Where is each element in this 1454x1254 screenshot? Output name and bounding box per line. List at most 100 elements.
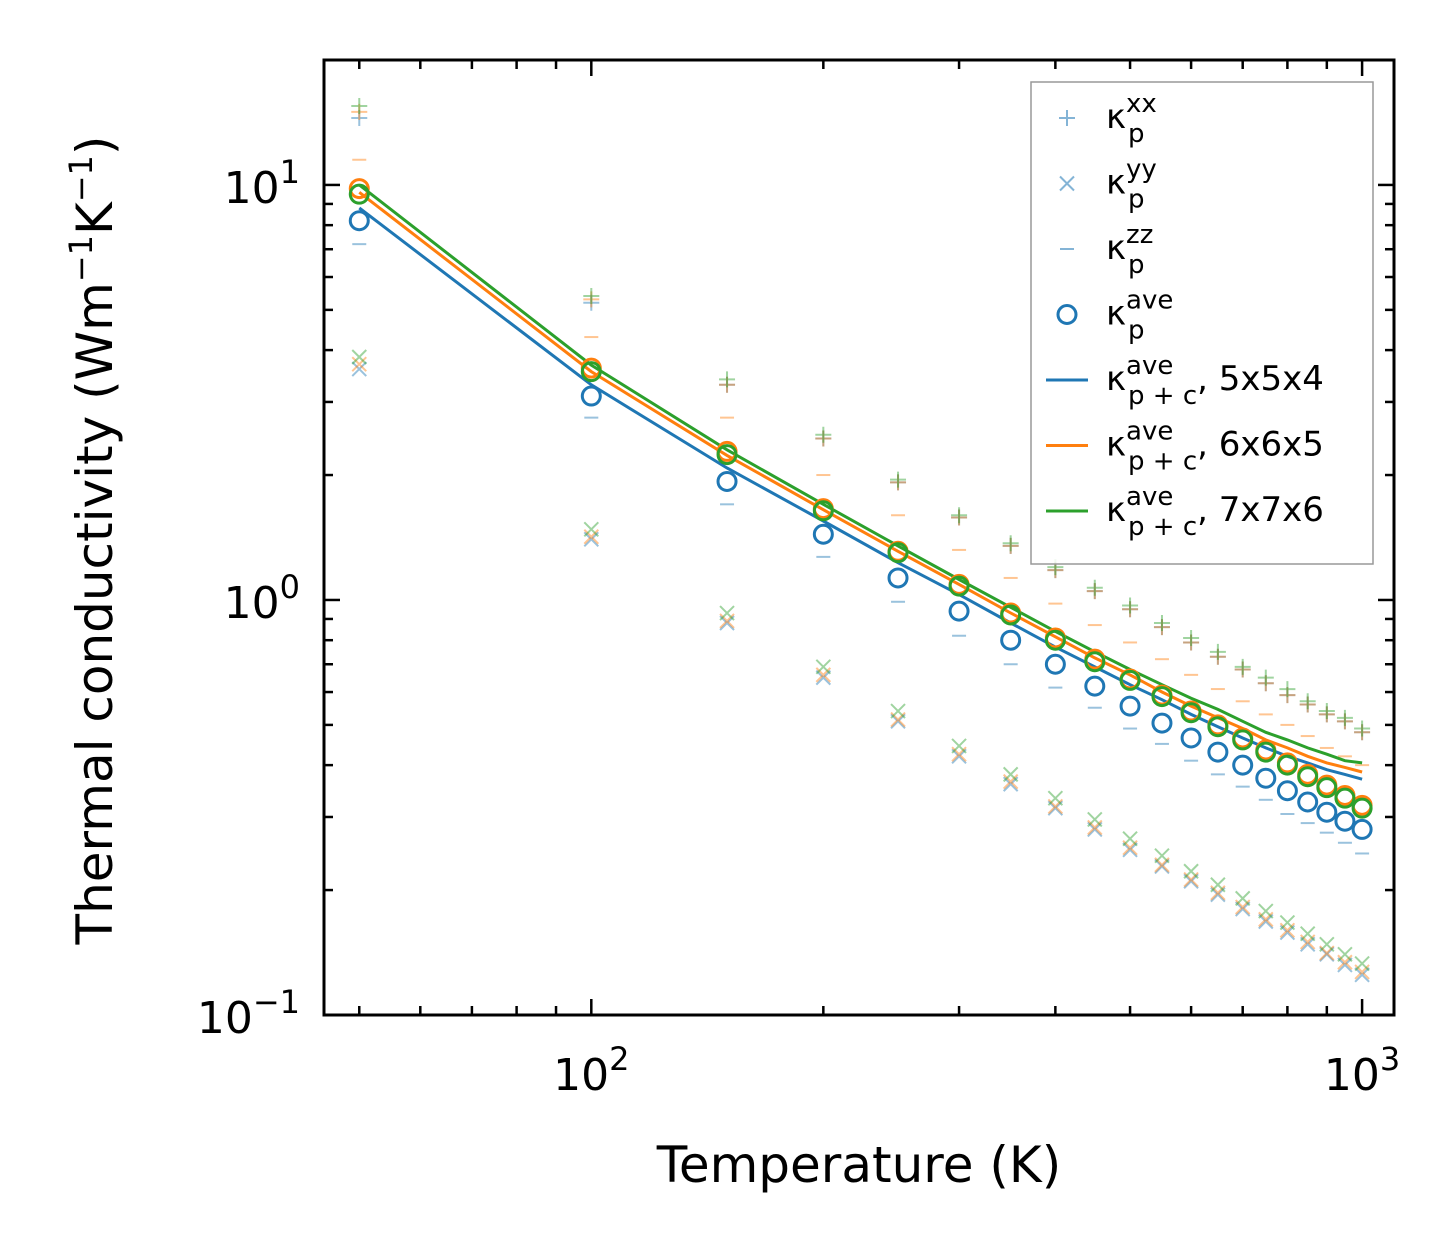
point-kyy_554-5 xyxy=(951,748,967,765)
point-kyy_776-14 xyxy=(1258,903,1274,919)
series-kyy_665 xyxy=(351,356,1370,980)
point-kyy_554-8 xyxy=(1087,821,1103,838)
y-axis-label: Thermal conductivity (Wm−1K−1) xyxy=(62,136,124,946)
point-kyy_776-13 xyxy=(1234,890,1251,907)
series-kpc_554 xyxy=(358,206,1363,781)
point-kyy_554-13 xyxy=(1234,901,1251,917)
point-kave_776-3 xyxy=(812,500,834,522)
point-kxx_554-9 xyxy=(1122,601,1139,618)
legend-marker-kave xyxy=(1056,304,1078,325)
point-kyy_776-8 xyxy=(1087,811,1103,828)
point-kyy_665-9 xyxy=(1122,839,1138,856)
point-kave_554-0 xyxy=(348,210,370,232)
point-kyy_776-1 xyxy=(583,521,600,538)
point-kyy_554-7 xyxy=(1047,800,1064,816)
axis-ticks xyxy=(324,58,1394,1017)
point-kxx_776-1 xyxy=(583,288,600,305)
point-kyy_665-4 xyxy=(890,711,906,728)
point-kyy_554-10 xyxy=(1154,858,1170,875)
point-kxx_554-7 xyxy=(1047,562,1064,579)
point-kave_665-0 xyxy=(348,178,370,200)
point-kyy_665-18 xyxy=(1337,954,1353,970)
point-kxx_554-2 xyxy=(719,376,736,393)
point-kave_554-18 xyxy=(1334,810,1356,832)
point-kxx_665-8 xyxy=(1086,583,1103,600)
legend-entry-kave: κave p xyxy=(1056,286,1173,346)
point-kyy_554-11 xyxy=(1183,873,1199,889)
point-kxx_776-16 xyxy=(1299,693,1316,710)
point-kave_776-1 xyxy=(580,361,602,383)
x-axis-label: Temperature (K) xyxy=(656,1136,1061,1194)
point-kave_554-10 xyxy=(1151,712,1173,734)
legend-entry-kzz: κzz p xyxy=(1060,220,1153,280)
series-kpc_776 xyxy=(358,183,1363,765)
point-kyy_665-17 xyxy=(1319,945,1335,961)
point-kxx_776-17 xyxy=(1318,703,1335,720)
point-kave_776-4 xyxy=(887,542,909,564)
point-kyy_776-18 xyxy=(1337,946,1353,963)
point-kave_776-19 xyxy=(1351,797,1373,819)
point-kave_776-12 xyxy=(1207,716,1229,738)
series-kpc_665 xyxy=(358,191,1363,774)
point-kave_776-13 xyxy=(1232,729,1254,751)
point-kxx_554-13 xyxy=(1234,661,1251,678)
point-kyy_554-18 xyxy=(1337,957,1353,973)
point-kyy_554-4 xyxy=(890,713,906,730)
point-kave_776-16 xyxy=(1297,766,1319,788)
point-kave_776-17 xyxy=(1316,777,1338,799)
point-kxx_776-13 xyxy=(1234,658,1251,675)
point-kxx_554-5 xyxy=(951,509,968,526)
point-kyy_776-3 xyxy=(815,659,832,675)
point-kxx_665-7 xyxy=(1047,562,1064,579)
point-kave_776-5 xyxy=(948,575,970,597)
legend-entry-kpc554: κave p + c, 5x5x4 xyxy=(1046,351,1324,411)
point-kyy_665-8 xyxy=(1087,819,1103,836)
point-kxx_554-11 xyxy=(1183,634,1200,651)
y-tick-label: 100 xyxy=(224,568,300,629)
point-kxx_776-3 xyxy=(815,426,832,443)
legend-entry-kpc776: κave p + c, 7x7x6 xyxy=(1046,482,1324,542)
point-kyy_665-7 xyxy=(1047,798,1064,815)
point-kyy_776-16 xyxy=(1299,925,1316,942)
point-kxx_665-14 xyxy=(1257,675,1274,692)
point-kave_554-12 xyxy=(1207,741,1229,763)
tick-labels: 102 103 10−1 100 101 xyxy=(197,153,1400,1101)
point-kyy_665-13 xyxy=(1234,899,1251,915)
point-kxx_665-19 xyxy=(1354,724,1371,741)
point-kxx_665-15 xyxy=(1279,687,1296,704)
series-kyy_776 xyxy=(351,349,1370,972)
point-kxx_665-6 xyxy=(1002,537,1019,554)
legend-marker-kxx xyxy=(1059,110,1075,126)
point-kyy_665-6 xyxy=(1002,773,1019,790)
legend-label-kzz: κzz p xyxy=(1106,220,1153,280)
point-kave_554-3 xyxy=(812,523,834,545)
point-kyy_554-19 xyxy=(1354,967,1370,983)
legend-entry-kpc665: κave p + c, 6x6x5 xyxy=(1046,417,1324,477)
point-kxx_776-2 xyxy=(719,371,736,388)
point-kave_554-15 xyxy=(1276,780,1298,802)
point-kave_554-11 xyxy=(1180,727,1202,749)
point-kxx_665-11 xyxy=(1183,634,1200,651)
point-kyy_776-6 xyxy=(1002,766,1019,783)
legend-label-kxx: κxx p xyxy=(1106,89,1157,149)
series-kyy_554 xyxy=(351,361,1370,983)
series-kzz_554 xyxy=(352,243,1370,855)
point-kave_554-9 xyxy=(1119,695,1141,717)
point-kyy_554-9 xyxy=(1122,842,1138,858)
series-kxx_665 xyxy=(351,103,1371,741)
point-kxx_776-15 xyxy=(1279,681,1296,698)
point-kxx_665-3 xyxy=(815,430,832,447)
point-kyy_665-15 xyxy=(1279,922,1296,938)
point-kave_554-16 xyxy=(1297,791,1319,813)
point-kave_554-17 xyxy=(1316,801,1338,823)
point-kxx_554-14 xyxy=(1257,675,1274,692)
point-kave_776-14 xyxy=(1255,741,1277,763)
point-kyy_776-5 xyxy=(951,738,967,754)
point-kxx_776-12 xyxy=(1209,643,1226,660)
point-kyy_554-15 xyxy=(1279,924,1296,941)
point-kxx_776-8 xyxy=(1086,579,1103,596)
point-kxx_554-10 xyxy=(1153,619,1170,636)
point-kxx_554-8 xyxy=(1086,583,1103,600)
point-kave_554-8 xyxy=(1084,675,1106,697)
